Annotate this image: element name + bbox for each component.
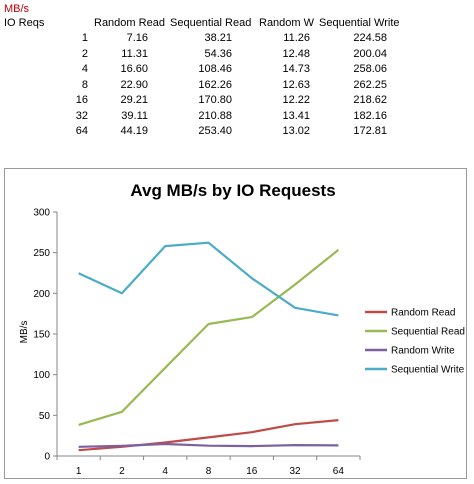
table-cell: 108.46 — [198, 63, 232, 75]
table-cell: 12.48 — [282, 47, 310, 60]
row-io-reqs-cell: 16 — [75, 94, 88, 106]
line-chart: Avg MB/s by IO Requests MB/s 0 50 100 150 20… — [19, 181, 465, 477]
x-tick-label: 2 — [119, 466, 125, 477]
axes: 0 50 100 150 200 250 300 1 2 4 8 16 32 64 — [33, 208, 361, 477]
x-tick-label: 8 — [206, 466, 212, 477]
table-cell: 210.88 — [198, 109, 232, 122]
legend: Random Read Sequential Read Random Write Se… — [365, 308, 465, 376]
table-cell: 218.62 — [353, 94, 387, 106]
x-tick-label: 4 — [162, 466, 168, 477]
y-tick-label: 100 — [33, 370, 50, 381]
table-cell: 253.40 — [198, 125, 232, 137]
y-tick-label: 50 — [39, 411, 51, 422]
legend-label: Random Write — [391, 346, 455, 357]
table-cell: 170.80 — [198, 94, 232, 106]
x-tick-label: 32 — [290, 466, 302, 477]
row-io-reqs-cell: 1 — [81, 32, 88, 44]
table-cell: 12.63 — [282, 78, 310, 91]
series-line-sequential-read — [78, 249, 340, 426]
header-random-write: Random Wr — [259, 17, 314, 29]
table-cell: 11.26 — [283, 32, 310, 44]
table-cell: 16.60 — [120, 63, 148, 75]
x-tick-label: 64 — [333, 466, 345, 477]
header-random-read: Random Read — [94, 17, 165, 29]
row-io-reqs-cell: 32 — [75, 109, 88, 122]
table-cell: 22.90 — [120, 78, 148, 91]
header-io-reqs: IO Reqs — [4, 17, 45, 29]
table-cell: 39.11 — [121, 109, 148, 122]
table-cell: 12.22 — [282, 94, 310, 106]
table-cell: 182.16 — [353, 109, 387, 122]
y-tick-label: 250 — [33, 248, 50, 259]
legend-label: Sequential Write — [391, 365, 465, 376]
table-cell: 258.06 — [353, 63, 387, 75]
table-cell: 172.81 — [353, 125, 387, 137]
x-tick-label: 16 — [246, 466, 258, 477]
data-table: MB/s IO Reqs Random Read Sequential Read… — [0, 0, 474, 160]
table-cell: 14.73 — [282, 63, 310, 75]
series-line-random-write — [78, 442, 339, 448]
series-layer — [78, 241, 340, 452]
units-label: MB/s — [4, 3, 30, 15]
table-cell: 29.21 — [120, 94, 148, 106]
table-cell: 262.25 — [353, 78, 387, 91]
table-cell: 38.21 — [204, 32, 232, 44]
table-cell: 11.31 — [121, 47, 148, 60]
y-axis-label: MB/s — [19, 321, 30, 344]
x-tick-label: 1 — [76, 466, 82, 477]
y-tick-label: 0 — [44, 452, 50, 463]
table-cell: 162.26 — [198, 78, 232, 91]
table-cell: 44.19 — [120, 125, 148, 137]
row-io-reqs-cell: 64 — [75, 125, 88, 137]
table-cell: 13.41 — [282, 109, 310, 122]
table-cell: 13.02 — [282, 125, 310, 137]
chart-title: Avg MB/s by IO Requests — [130, 181, 335, 200]
legend-label: Random Read — [391, 308, 455, 319]
table-cell: 200.04 — [353, 47, 387, 60]
y-tick-label: 200 — [33, 289, 50, 300]
y-tick-label: 150 — [33, 330, 50, 341]
series-line-sequential-write — [78, 241, 339, 317]
y-tick-label: 300 — [33, 208, 50, 219]
table-cell: 54.36 — [204, 47, 232, 60]
legend-label: Sequential Read — [391, 327, 465, 338]
row-io-reqs-cell: 2 — [81, 47, 88, 60]
header-sequential-read: Sequential Read — [170, 17, 252, 29]
table-cell: 7.16 — [126, 32, 148, 44]
row-io-reqs-cell: 8 — [81, 78, 88, 91]
header-sequential-write: Sequential Write — [319, 17, 400, 29]
table-cell: 224.58 — [353, 32, 387, 44]
chart-frame: Avg MB/s by IO Requests MB/s 0 50 100 150 20… — [4, 168, 467, 479]
row-io-reqs-cell: 4 — [81, 63, 88, 75]
